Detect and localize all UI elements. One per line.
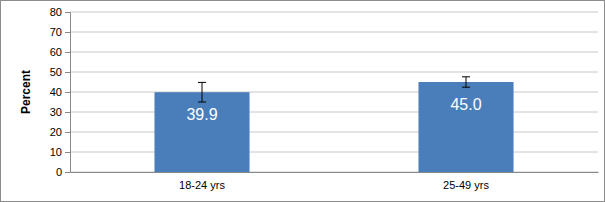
y-tick-label: 0: [56, 166, 62, 178]
grid-line: [70, 12, 598, 13]
x-tick: 18-24 yrs: [179, 179, 225, 191]
y-tick-mark: [65, 132, 70, 133]
y-tick: 0: [56, 166, 70, 178]
grid-line: [70, 92, 598, 93]
data-label: 39.9: [186, 106, 217, 123]
plot: 0 10 20 30 40 50 60 70 80 18-24 yrs 25-49 yrs 39.9 4…: [50, 6, 599, 191]
grid-line: [70, 132, 598, 133]
y-tick: 70: [50, 26, 70, 38]
grid-line: [70, 112, 598, 113]
error-bar: [198, 82, 206, 102]
bar: [154, 92, 249, 172]
y-tick-label: 30: [50, 106, 62, 118]
y-axis-title: Percent: [19, 70, 33, 114]
y-tick-mark: [65, 32, 70, 33]
chart-frame: [1, 1, 605, 202]
y-tick-label: 40: [50, 86, 62, 98]
y-axis: 0 10 20 30 40 50 60 70 80: [50, 6, 71, 178]
y-tick-mark: [65, 112, 70, 113]
y-tick-mark: [65, 12, 70, 13]
y-tick-mark: [65, 152, 70, 153]
y-tick: 50: [50, 66, 70, 78]
y-tick: 40: [50, 86, 70, 98]
x-tick: 25-49 yrs: [443, 179, 489, 191]
bar: [418, 82, 513, 172]
y-tick: 80: [50, 6, 70, 18]
data-label: 45.0: [450, 96, 481, 113]
y-tick-mark: [65, 72, 70, 73]
data-labels: 39.9 45.0: [186, 96, 481, 123]
y-tick-label: 60: [50, 46, 62, 58]
grid-line: [70, 32, 598, 33]
error-bar-line: [462, 77, 470, 87]
x-tick-label: 25-49 yrs: [443, 179, 489, 191]
y-axis-line: [65, 13, 71, 173]
y-tick: 30: [50, 106, 70, 118]
x-axis-line: [71, 172, 599, 173]
grid-line: [70, 72, 598, 73]
x-axis: 18-24 yrs 25-49 yrs: [71, 173, 599, 191]
grid-line: [70, 172, 598, 173]
error-bar: [462, 77, 470, 87]
grid-line: [70, 152, 598, 153]
y-tick-label: 80: [50, 6, 62, 18]
y-tick: 60: [50, 46, 70, 58]
error-bar-line: [198, 82, 206, 102]
chart: 0 10 20 30 40 50 60 70 80 18-24 yrs 25-49 yrs 39.9 4…: [0, 0, 605, 202]
y-tick-label: 20: [50, 126, 62, 138]
y-tick: 20: [50, 126, 70, 138]
y-tick-label: 70: [50, 26, 62, 38]
y-tick-mark: [65, 92, 70, 93]
y-tick-mark: [65, 52, 70, 53]
y-tick-mark: [65, 172, 70, 173]
y-tick-label: 50: [50, 66, 62, 78]
marks: [154, 77, 513, 172]
grid-line: [70, 52, 598, 53]
y-tick-label: 10: [50, 146, 62, 158]
y-tick: 10: [50, 146, 70, 158]
grid: [70, 12, 598, 172]
x-tick-label: 18-24 yrs: [179, 179, 225, 191]
